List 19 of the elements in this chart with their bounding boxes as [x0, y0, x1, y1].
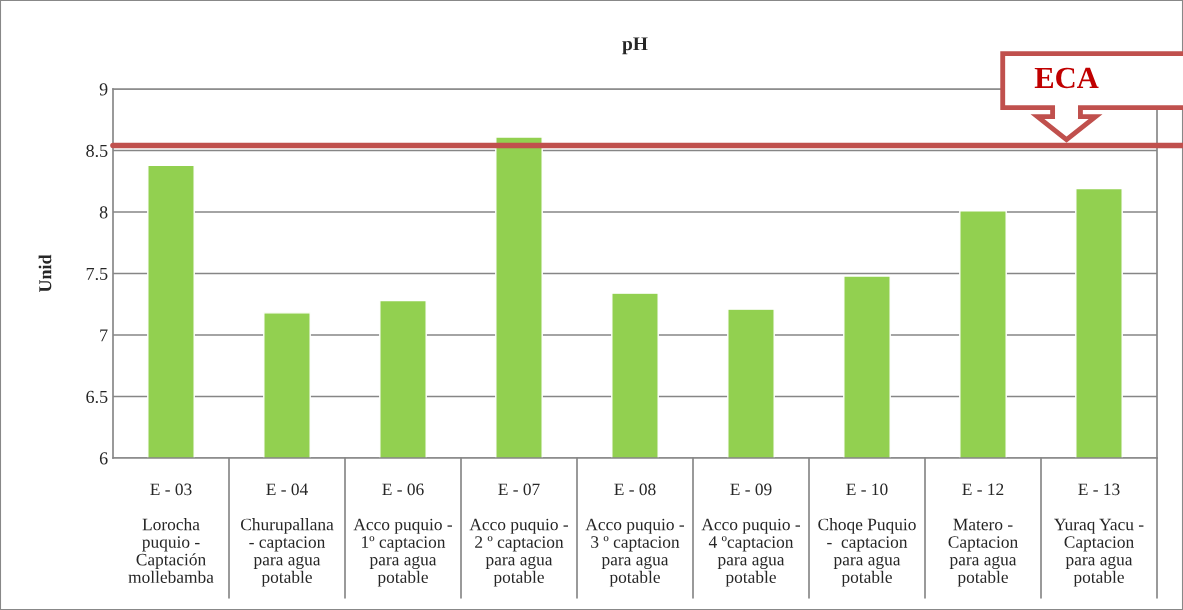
category-label: E - 13 Yuraq Yacu - Captacion para agua potable	[1054, 483, 1144, 587]
category-label: E - 07 Acco puquio - 2 º captacion para agua potable	[469, 483, 569, 587]
y-tick-label: 6.5	[86, 390, 108, 404]
category-label: E - 06 Acco puquio - 1º captacion para agua potable	[353, 483, 453, 587]
chart-title: pH	[622, 37, 648, 55]
y-tick-label: 8	[99, 206, 108, 219]
y-tick-label: 7	[100, 329, 108, 342]
y-axis-title: Unid	[38, 254, 52, 293]
category-label: E - 12 Matero - Captacion para agua potable	[948, 483, 1018, 587]
ref-line-label: ECA	[1034, 67, 1099, 89]
category-label: E - 09 Acco puquio - 4 ºcaptacion para agua potable	[701, 483, 801, 587]
y-tick-label: 7.5	[86, 267, 108, 281]
y-tick-label: 6	[99, 452, 108, 465]
category-label: E - 10 Choqe Puquio - captacion para agua potable	[818, 483, 916, 587]
y-tick-label: 9	[99, 83, 108, 96]
category-label: E - 04 Churupallana - captacion para agua potable	[240, 483, 334, 587]
y-tick-label: 8.5	[86, 144, 108, 158]
category-label: E - 03 Lorocha puquio - Captación mollebamba	[128, 483, 214, 583]
category-label: E - 08 Acco puquio - 3 º captacion para agua potable	[585, 483, 685, 587]
